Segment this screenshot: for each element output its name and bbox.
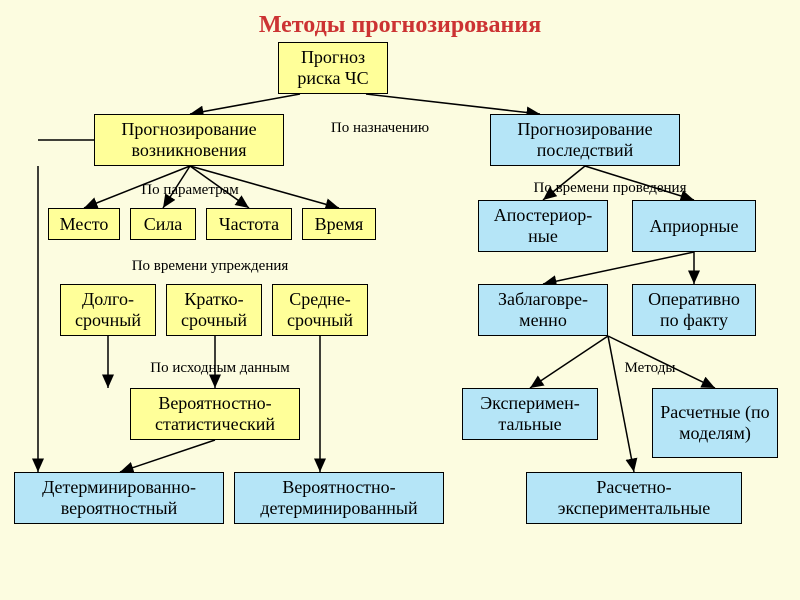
label-lbl_met: Методы <box>600 360 700 377</box>
diagram-title: Методы прогнозирования <box>0 12 800 39</box>
node-apri: Априорные <box>632 200 756 252</box>
edge <box>530 336 608 388</box>
edge <box>120 440 215 472</box>
node-vremya: Время <box>302 208 376 240</box>
node-prog_occ: Прогнозирование возникновения <box>94 114 284 166</box>
label-lbl_param: По параметрам <box>110 182 270 199</box>
edge <box>190 94 300 114</box>
node-oper: Оперативно по факту <box>632 284 756 336</box>
node-verstat: Вероятностно-статистический <box>130 388 300 440</box>
node-apost: Апостериор-ные <box>478 200 608 252</box>
node-zablag: Заблаговре-менно <box>478 284 608 336</box>
node-sila: Сила <box>130 208 196 240</box>
node-kratko: Кратко-срочный <box>166 284 262 336</box>
label-lbl_isx: По исходным данным <box>120 360 320 377</box>
node-exper: Эксперимен-тальные <box>462 388 598 440</box>
label-lbl_vupr: По времени упреждения <box>100 258 320 275</box>
node-dolgo: Долго-срочный <box>60 284 156 336</box>
node-sredne: Средне-срочный <box>272 284 368 336</box>
node-prog_cons: Прогнозирование последствий <box>490 114 680 166</box>
label-lbl_vprov: По времени проведения <box>510 180 710 197</box>
edge <box>608 336 634 472</box>
node-mesto: Место <box>48 208 120 240</box>
node-chastota: Частота <box>206 208 292 240</box>
node-rasch: Расчетные (по моделям) <box>652 388 778 458</box>
label-lbl_nazn: По назначению <box>300 120 460 137</box>
edge <box>543 252 694 284</box>
node-verdet: Вероятностно-детерминированный <box>234 472 444 524</box>
node-raschexp: Расчетно-экспериментальные <box>526 472 742 524</box>
node-root: Прогноз риска ЧС <box>278 42 388 94</box>
edge <box>366 94 540 114</box>
node-detver: Детерминированно-вероятностный <box>14 472 224 524</box>
